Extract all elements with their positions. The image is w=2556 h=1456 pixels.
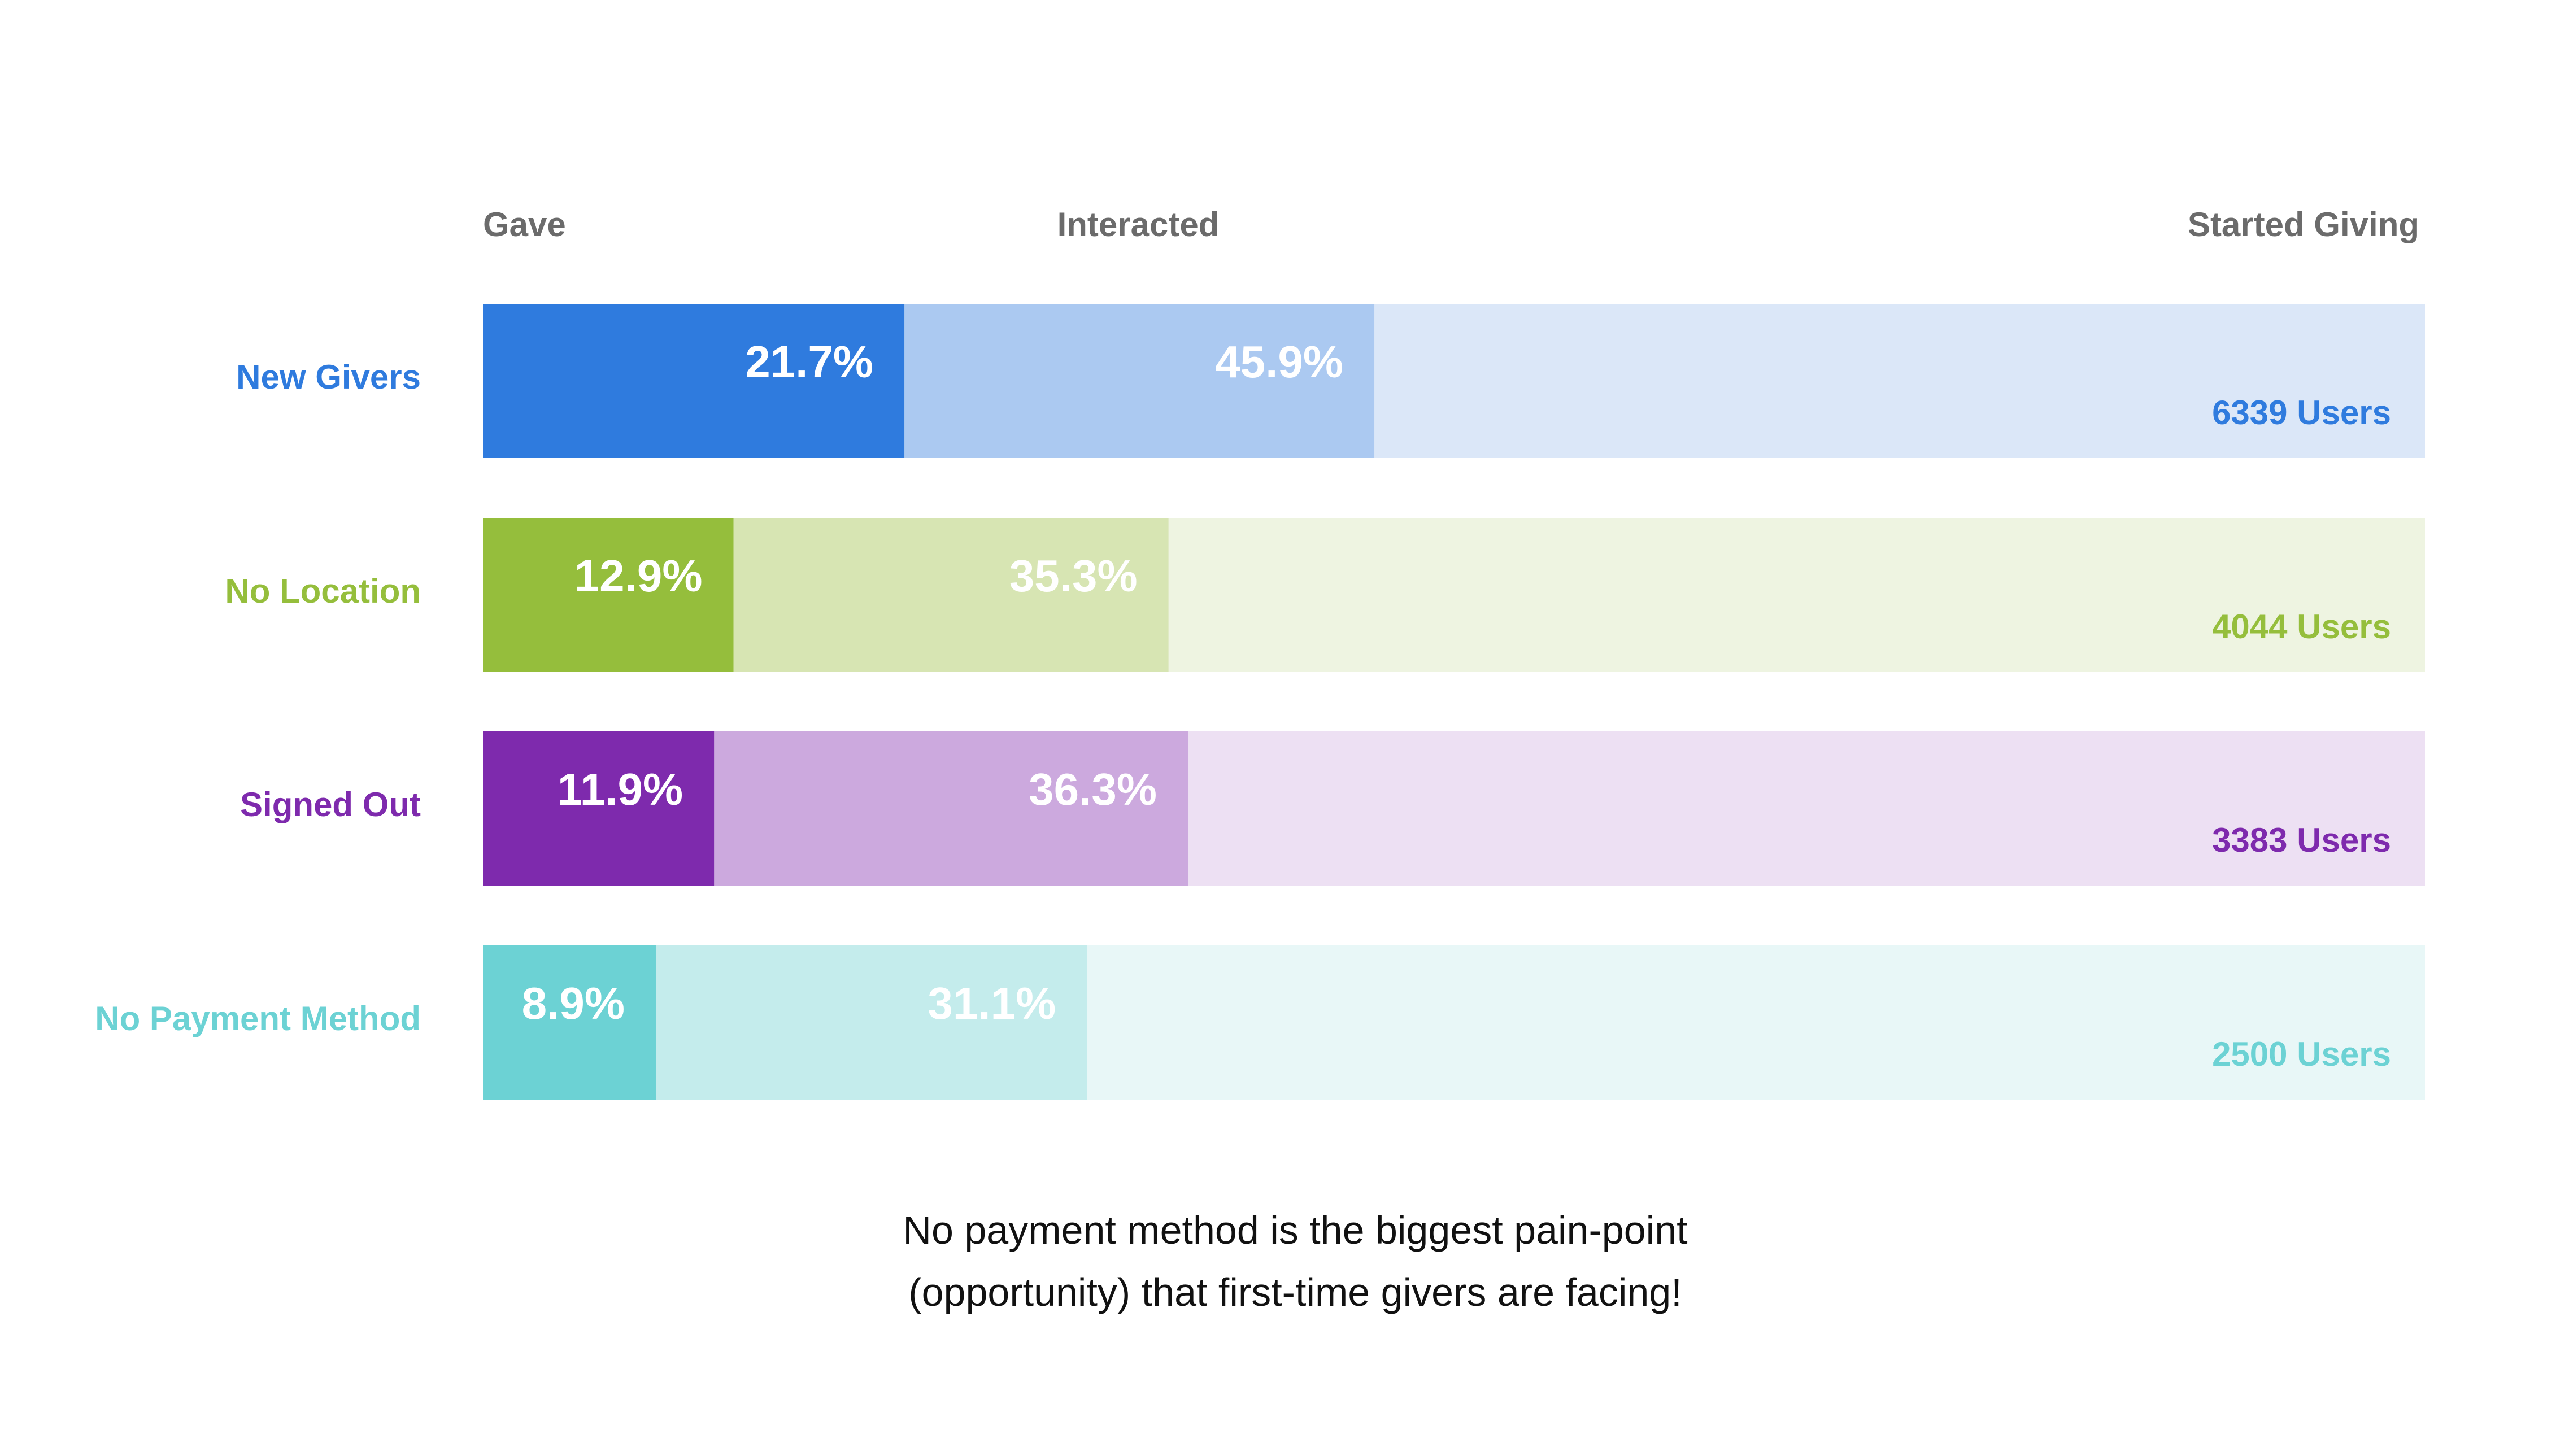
gave-percent-label: 21.7% <box>745 337 873 387</box>
bar-gave <box>483 304 905 458</box>
row-label: No Payment Method <box>95 1000 421 1037</box>
users-count-label: 6339 Users <box>2212 394 2391 431</box>
caption-line-1: No payment method is the biggest pain-po… <box>903 1208 1687 1252</box>
funnel-row-no-location: No Location 12.9% 35.3% 4044 Users <box>225 518 2425 672</box>
interacted-percent-label: 31.1% <box>928 978 1056 1028</box>
chart-caption: No payment method is the biggest pain-po… <box>903 1208 1687 1314</box>
users-count-label: 3383 Users <box>2212 821 2391 859</box>
bar-gave <box>483 731 715 886</box>
users-count-label: 4044 Users <box>2212 608 2391 646</box>
bar-gave <box>483 945 656 1100</box>
header-interacted: Interacted <box>1057 206 1220 243</box>
bar-gave <box>483 518 734 672</box>
row-label: Signed Out <box>240 786 421 823</box>
gave-percent-label: 11.9% <box>558 764 683 814</box>
interacted-percent-label: 35.3% <box>1009 551 1138 601</box>
gave-percent-label: 8.9% <box>522 978 625 1028</box>
stage-headers: Gave Interacted Started Giving <box>483 206 2419 243</box>
interacted-percent-label: 36.3% <box>1029 764 1157 814</box>
row-label: No Location <box>225 572 421 610</box>
row-label: New Givers <box>236 358 421 396</box>
funnel-row-signed-out: Signed Out 11.9% 36.3% 3383 Users <box>240 731 2425 886</box>
interacted-percent-label: 45.9% <box>1215 337 1343 387</box>
caption-line-2: (opportunity) that first-time givers are… <box>908 1270 1682 1314</box>
gave-percent-label: 12.9% <box>574 551 703 601</box>
funnel-row-new-givers: New Givers 21.7% 45.9% 6339 Users <box>236 304 2425 458</box>
users-count-label: 2500 Users <box>2212 1035 2391 1073</box>
header-gave: Gave <box>483 206 566 243</box>
funnel-rows: New Givers 21.7% 45.9% 6339 Users No Locatio… <box>95 304 2425 1100</box>
funnel-row-no-payment-method: No Payment Method 8.9% 31.1% 2500 Users <box>95 945 2425 1100</box>
header-started-giving: Started Giving <box>2188 206 2419 243</box>
